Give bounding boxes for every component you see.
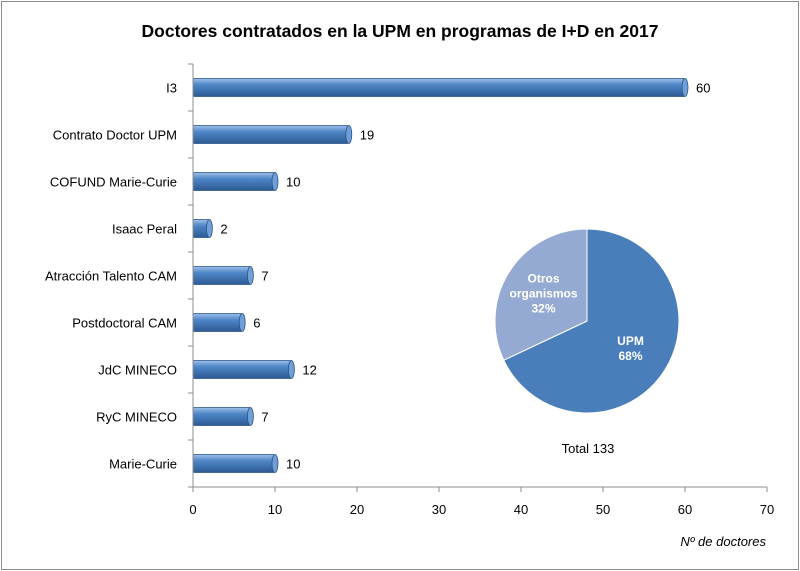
pie-slice-label: Otros <box>527 271 559 285</box>
bar-8 <box>192 454 276 473</box>
bar-end-cap <box>287 360 295 379</box>
category-label: Marie-Curie <box>109 457 177 472</box>
bar-4 <box>192 266 251 285</box>
bar-5 <box>192 313 243 332</box>
data-label: 10 <box>286 457 300 472</box>
x-axis-label: Nº de doctores <box>680 534 766 549</box>
category-label: JdC MINECO <box>98 363 177 378</box>
data-label: 60 <box>696 81 710 96</box>
category-label: COFUND Marie-Curie <box>50 175 177 190</box>
bar-end-cap <box>238 313 246 332</box>
bar-end-cap <box>205 219 213 238</box>
bar-end-cap <box>271 172 279 191</box>
bar-2 <box>192 172 276 191</box>
x-tick-label: 20 <box>350 502 364 517</box>
chart-title: Doctores contratados en la UPM en progra… <box>142 21 659 41</box>
x-tick-label: 10 <box>268 502 282 517</box>
category-label: Contrato Doctor UPM <box>53 128 177 143</box>
bar-end-cap <box>681 78 689 97</box>
x-tick-label: 70 <box>760 502 774 517</box>
data-label: 12 <box>302 363 316 378</box>
pie-slice-1 <box>494 228 588 361</box>
pie-total-note: Total 133 <box>562 441 615 456</box>
x-tick-label: 30 <box>432 502 446 517</box>
data-label: 7 <box>261 269 268 284</box>
x-tick-label: 60 <box>678 502 692 517</box>
x-tick-label: 50 <box>596 502 610 517</box>
category-label: Isaac Peral <box>112 222 177 237</box>
pie-slice-label: UPM <box>617 334 644 348</box>
bar-end-cap <box>271 454 279 473</box>
bar-end-cap <box>246 407 254 426</box>
bar-1 <box>192 125 350 144</box>
pie-slice-label: organismos <box>509 286 577 300</box>
pie-slice-label: 68% <box>618 349 642 363</box>
data-label: 7 <box>261 410 268 425</box>
bars-layer: I3 60 Contrato Doctor UPM 19 COFUND Marie-Cu… <box>45 78 710 473</box>
x-tick-label: 40 <box>514 502 528 517</box>
data-label: 10 <box>286 175 300 190</box>
x-axis: 0 10 20 30 40 50 60 70 <box>188 63 774 517</box>
bar-6 <box>192 360 292 379</box>
category-label: Postdoctoral CAM <box>72 316 177 331</box>
data-label: 19 <box>360 128 374 143</box>
pie-slice-label: 32% <box>531 301 555 315</box>
bar-0 <box>192 78 686 97</box>
bar-end-cap <box>345 125 353 144</box>
pie-slice-0 <box>503 228 680 414</box>
x-tick-label: 0 <box>189 502 196 517</box>
category-label: I3 <box>166 81 177 96</box>
bar-end-cap <box>246 266 254 285</box>
data-label: 2 <box>220 222 227 237</box>
category-label: Atracción Talento CAM <box>45 269 177 284</box>
category-label: RyC MINECO <box>96 410 177 425</box>
data-label: 6 <box>253 316 260 331</box>
bar-7 <box>192 407 251 426</box>
